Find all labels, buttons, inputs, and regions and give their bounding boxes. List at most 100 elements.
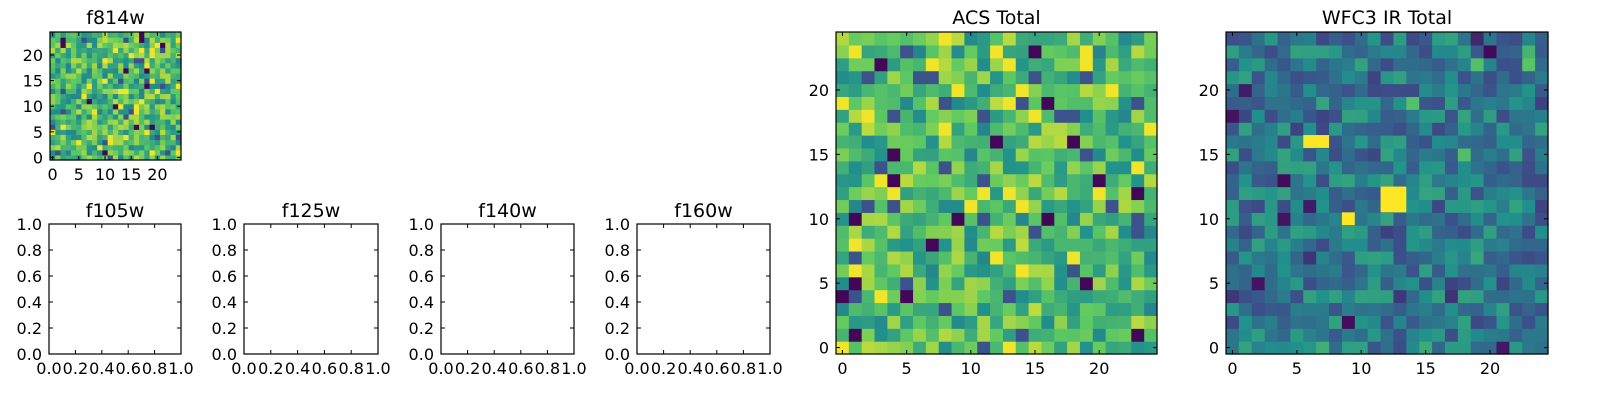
axes-frame — [636, 223, 771, 355]
heatmap-cell — [86, 113, 93, 120]
heatmap-cell — [951, 315, 965, 329]
heatmap-cell — [1316, 315, 1330, 329]
heatmap-cell — [55, 119, 62, 125]
heatmap-cell — [149, 72, 156, 79]
heatmap-cell — [154, 52, 161, 59]
heatmap-cell — [1067, 212, 1081, 226]
heatmap-cell — [1509, 328, 1523, 342]
heatmap-cell — [1470, 225, 1485, 239]
heatmap-cell — [1251, 212, 1266, 226]
heatmap-cell — [874, 122, 888, 136]
heatmap-cell — [1303, 83, 1317, 97]
heatmap-cell — [170, 78, 177, 84]
y-tick-label: 0.6 — [605, 267, 630, 286]
heatmap-cell — [1015, 263, 1030, 278]
heatmap-cell — [1290, 160, 1304, 175]
heatmap-cell — [170, 144, 177, 151]
heatmap-cell — [1406, 147, 1420, 162]
heatmap-cell — [1105, 109, 1120, 123]
heatmap-cell — [1290, 57, 1304, 72]
heatmap-cell — [990, 328, 1004, 342]
x-tick-label: 0.0 — [231, 359, 256, 378]
heatmap-cell — [1277, 315, 1291, 329]
heatmap-cell — [91, 42, 98, 48]
heatmap-bright-cell — [1341, 212, 1355, 226]
heatmap-cell — [836, 289, 850, 304]
heatmap-cell — [91, 37, 98, 43]
heatmap-cell — [1226, 173, 1240, 188]
heatmap-cell — [1131, 276, 1145, 291]
y-tick-label: 0.2 — [409, 319, 434, 338]
heatmap-cell — [951, 212, 965, 226]
heatmap-cell — [1444, 225, 1459, 239]
heatmap-cell — [1226, 96, 1240, 110]
heatmap-cell — [861, 250, 876, 265]
heatmap-cell — [1290, 186, 1304, 201]
heatmap-cell — [874, 225, 888, 239]
heatmap-cell — [1496, 341, 1510, 355]
heatmap-cell — [133, 129, 140, 135]
heatmap-cell — [170, 88, 177, 95]
heatmap-cell — [900, 135, 914, 149]
heatmap-cell — [1277, 276, 1291, 291]
heatmap-cell — [861, 160, 876, 175]
heatmap-cell — [1264, 238, 1279, 252]
heatmap-cell — [925, 250, 940, 265]
heatmap-cell — [1496, 32, 1510, 46]
heatmap-cell — [1303, 173, 1317, 188]
heatmap-cell — [1054, 328, 1068, 342]
heatmap-cell — [107, 129, 114, 135]
heatmap-cell — [836, 212, 850, 226]
heatmap-cell — [170, 108, 177, 115]
x-tick-label: 0.2 — [63, 359, 88, 378]
heatmap-cell — [154, 47, 161, 54]
heatmap-cell — [81, 93, 88, 100]
x-tick-label: 0.4 — [285, 359, 310, 378]
heatmap-cell — [81, 108, 88, 115]
heatmap-cell — [1028, 328, 1043, 342]
heatmap-cell — [1238, 199, 1253, 213]
heatmap-cell — [990, 135, 1004, 149]
heatmap-cell — [990, 160, 1004, 175]
heatmap-cell — [1067, 250, 1081, 265]
heatmap-cell — [1067, 302, 1081, 316]
heatmap-cell — [102, 134, 109, 141]
heatmap-cell — [1303, 96, 1317, 110]
heatmap-cell — [1118, 83, 1132, 97]
heatmap-cell — [1432, 135, 1446, 149]
heatmap-cell — [1079, 160, 1094, 175]
heatmap-cell — [1457, 173, 1472, 188]
heatmap-cell — [1354, 276, 1369, 291]
heatmap-cell — [1419, 70, 1433, 85]
heatmap-cell — [1251, 341, 1266, 355]
panel-title-f125w: f125w — [282, 200, 341, 222]
heatmap-cell — [1054, 122, 1068, 136]
heatmap-cell — [76, 83, 83, 89]
heatmap-cell — [1277, 302, 1291, 316]
heatmap-cell — [990, 44, 1004, 59]
heatmap-cell — [1054, 109, 1068, 123]
heatmap-cell — [1226, 263, 1240, 278]
heatmap-cell — [1079, 225, 1094, 239]
heatmap-cell — [1144, 57, 1158, 72]
heatmap-cell — [1131, 315, 1145, 329]
heatmap-cell — [107, 32, 114, 38]
heatmap-cell — [1002, 109, 1017, 123]
heatmap-cell — [86, 124, 93, 130]
heatmap-cell — [900, 250, 914, 265]
heatmap-cell — [977, 250, 991, 265]
heatmap-cell — [102, 37, 109, 43]
heatmap-cell — [1470, 160, 1485, 175]
y-tick-label: 1.0 — [605, 215, 630, 234]
heatmap-cell — [118, 62, 124, 69]
y-tick-label: 20 — [809, 81, 829, 100]
heatmap-cell — [91, 129, 98, 135]
heatmap-cell — [60, 149, 67, 156]
heatmap-cell — [1393, 122, 1407, 136]
heatmap-cell — [144, 98, 151, 105]
heatmap-cell — [1290, 263, 1304, 278]
heatmap-cell — [123, 124, 130, 130]
heatmap-cell — [1393, 276, 1407, 291]
heatmap-cell — [102, 113, 109, 120]
